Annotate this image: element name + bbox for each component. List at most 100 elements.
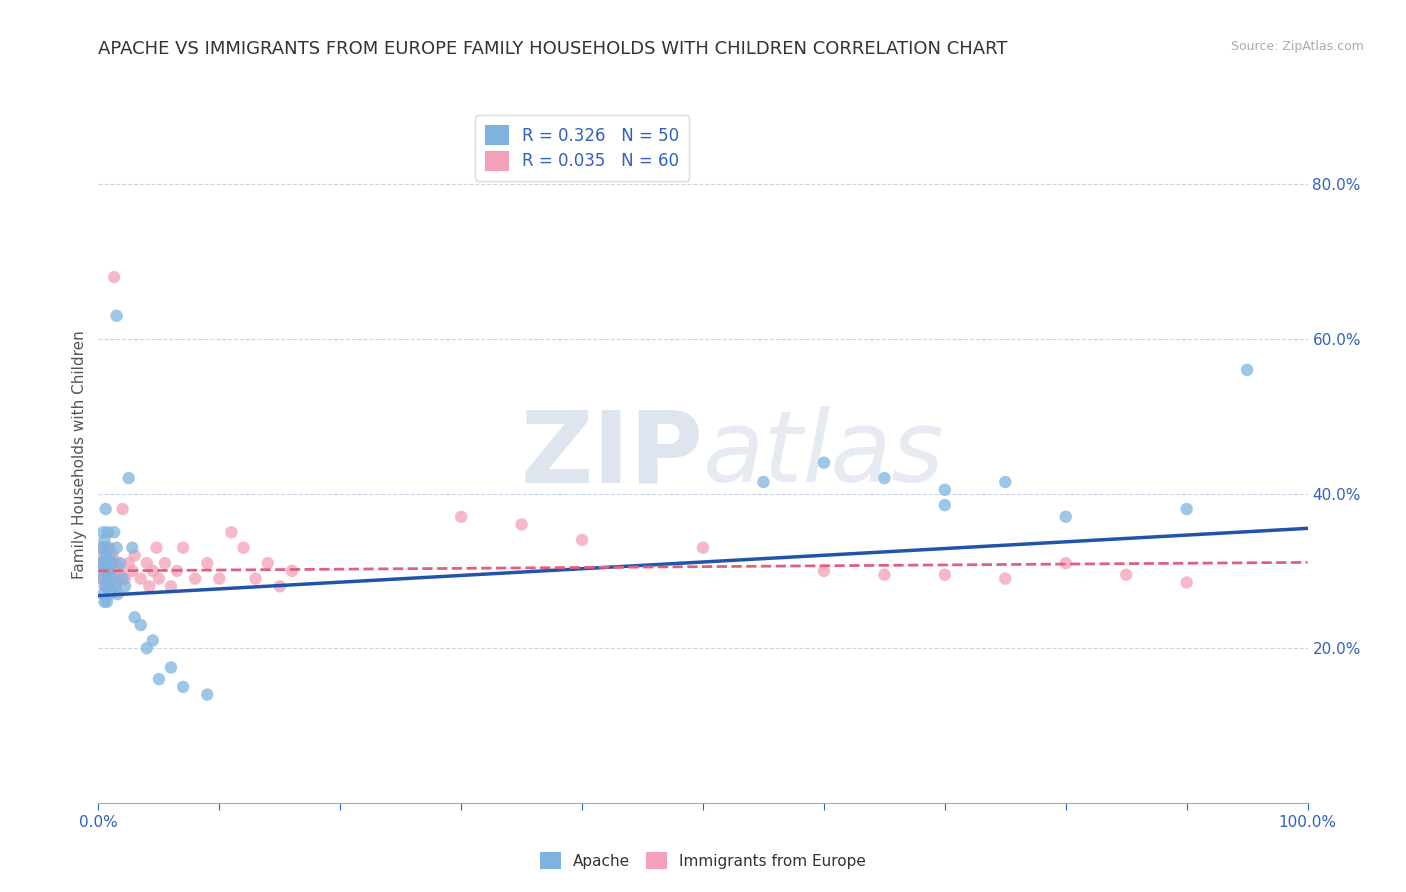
Point	[208, 572, 231, 586]
Point	[121, 564, 143, 578]
Point	[90, 556, 112, 570]
Point	[94, 541, 117, 555]
Point	[105, 309, 128, 323]
Point	[232, 541, 254, 555]
Point	[148, 572, 170, 586]
Point	[1175, 502, 1198, 516]
Point	[100, 579, 122, 593]
Point	[692, 541, 714, 555]
Point	[98, 564, 121, 578]
Y-axis label: Family Households with Children: Family Households with Children	[72, 331, 87, 579]
Point	[752, 475, 775, 489]
Point	[96, 549, 118, 563]
Text: APACHE VS IMMIGRANTS FROM EUROPE FAMILY HOUSEHOLDS WITH CHILDREN CORRELATION CHA: APACHE VS IMMIGRANTS FROM EUROPE FAMILY …	[98, 40, 1008, 58]
Point	[104, 579, 127, 593]
Point	[994, 475, 1017, 489]
Point	[100, 556, 122, 570]
Point	[93, 579, 115, 593]
Point	[1175, 575, 1198, 590]
Point	[96, 541, 118, 555]
Point	[121, 541, 143, 555]
Point	[160, 660, 183, 674]
Point	[135, 556, 157, 570]
Point	[148, 672, 170, 686]
Text: Source: ZipAtlas.com: Source: ZipAtlas.com	[1230, 40, 1364, 54]
Point	[142, 633, 165, 648]
Text: ZIP: ZIP	[520, 407, 703, 503]
Point	[108, 556, 131, 570]
Point	[91, 525, 114, 540]
Point	[118, 471, 141, 485]
Point	[93, 595, 115, 609]
Point	[124, 610, 146, 624]
Point	[105, 541, 128, 555]
Point	[97, 572, 120, 586]
Point	[114, 579, 136, 593]
Point	[97, 556, 120, 570]
Point	[145, 541, 167, 555]
Point	[510, 517, 533, 532]
Point	[96, 595, 118, 609]
Point	[91, 541, 114, 555]
Point	[97, 525, 120, 540]
Point	[994, 572, 1017, 586]
Point	[107, 572, 129, 586]
Point	[90, 556, 112, 570]
Point	[172, 541, 194, 555]
Legend: R = 0.326   N = 50, R = 0.035   N = 60: R = 0.326 N = 50, R = 0.035 N = 60	[475, 115, 689, 180]
Point	[135, 641, 157, 656]
Point	[1115, 567, 1137, 582]
Point	[256, 556, 278, 570]
Point	[873, 471, 896, 485]
Point	[91, 564, 114, 578]
Point	[111, 502, 134, 516]
Point	[934, 483, 956, 497]
Point	[281, 564, 304, 578]
Point	[98, 564, 121, 578]
Point	[166, 564, 188, 578]
Point	[104, 579, 127, 593]
Point	[813, 456, 835, 470]
Point	[124, 549, 146, 563]
Point	[91, 572, 114, 586]
Point	[195, 556, 218, 570]
Point	[118, 556, 141, 570]
Point	[813, 564, 835, 578]
Point	[107, 587, 129, 601]
Point	[100, 572, 122, 586]
Point	[94, 579, 117, 593]
Point	[98, 579, 121, 593]
Point	[934, 498, 956, 512]
Point	[101, 572, 124, 586]
Point	[450, 509, 472, 524]
Point	[195, 688, 218, 702]
Point	[184, 572, 207, 586]
Point	[153, 556, 176, 570]
Point	[138, 579, 160, 593]
Point	[103, 564, 125, 578]
Point	[103, 270, 125, 285]
Point	[100, 556, 122, 570]
Point	[105, 556, 128, 570]
Point	[873, 567, 896, 582]
Point	[1054, 556, 1077, 570]
Point	[108, 564, 131, 578]
Point	[91, 587, 114, 601]
Point	[91, 572, 114, 586]
Point	[1236, 363, 1258, 377]
Point	[91, 541, 114, 555]
Point	[96, 556, 118, 570]
Point	[94, 564, 117, 578]
Point	[129, 618, 152, 632]
Point	[245, 572, 267, 586]
Point	[142, 564, 165, 578]
Point	[172, 680, 194, 694]
Point	[97, 579, 120, 593]
Point	[934, 567, 956, 582]
Point	[93, 556, 115, 570]
Legend: Apache, Immigrants from Europe: Apache, Immigrants from Europe	[534, 846, 872, 875]
Point	[1054, 509, 1077, 524]
Point	[571, 533, 593, 547]
Point	[96, 572, 118, 586]
Point	[101, 549, 124, 563]
